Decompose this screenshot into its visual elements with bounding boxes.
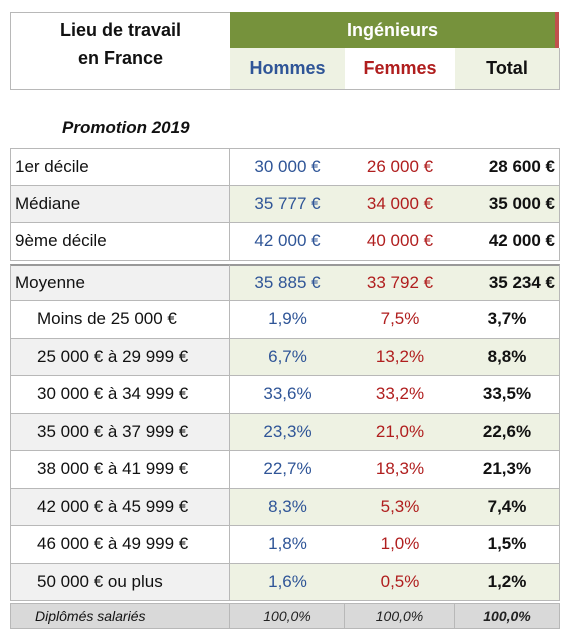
cell-value: 33,5% [455,376,560,414]
row-label: 9ème décile [10,223,230,261]
cell-value: 7,5% [345,301,455,339]
footer-value: 100,0% [230,603,345,629]
cell-value: 8,3% [230,488,345,526]
cell-value: 26 000 € [345,148,455,186]
row-label: 38 000 € à 41 999 € [10,451,230,489]
cell-value: 1,6% [230,563,345,601]
column-header: Hommes [230,48,345,90]
cell-value: 3,7% [455,301,560,339]
row-label: Moins de 25 000 € [10,301,230,339]
cell-value: 33,6% [230,376,345,414]
row-label: 42 000 € à 45 999 € [10,488,230,526]
cell-value: 1,5% [455,526,560,564]
cell-value: 1,8% [230,526,345,564]
row-label: 1er décile [10,148,230,186]
cell-value: 30 000 € [230,148,345,186]
cell-value: 21,0% [345,413,455,451]
column-header: Femmes [345,48,455,90]
cell-value: 18,3% [345,451,455,489]
group-header: Ingénieurs [230,12,555,48]
row-label: Médiane [10,185,230,223]
footer-value: 100,0% [455,603,560,629]
footer-label: Diplômés salariés [10,603,230,629]
place-header-line-1: Lieu de travail [10,12,230,48]
cell-value: 1,2% [455,563,560,601]
cell-value: 5,3% [345,488,455,526]
cell-value: 42 000 € [455,223,560,261]
cell-value: 21,3% [455,451,560,489]
cell-value: 8,8% [455,338,560,376]
cell-value: 33 792 € [345,263,455,301]
cell-value: 23,3% [230,413,345,451]
footer-value: 100,0% [345,603,455,629]
subtitle: Promotion 2019 [62,118,190,137]
row-label: 50 000 € ou plus [10,563,230,601]
cell-value: 42 000 € [230,223,345,261]
cell-value: 35 000 € [455,185,560,223]
cell-value: 6,7% [230,338,345,376]
row-label: Moyenne [10,263,230,301]
cell-value: 28 600 € [455,148,560,186]
group-edge [555,12,559,48]
cell-value: 35 777 € [230,185,345,223]
cell-value: 33,2% [345,376,455,414]
cell-value: 22,6% [455,413,560,451]
row-label: 30 000 € à 34 999 € [10,376,230,414]
cell-value: 35 234 € [455,263,560,301]
row-label: 25 000 € à 29 999 € [10,338,230,376]
row-label: 35 000 € à 37 999 € [10,413,230,451]
cell-value: 7,4% [455,488,560,526]
cell-value: 1,0% [345,526,455,564]
cell-value: 35 885 € [230,263,345,301]
cell-value: 22,7% [230,451,345,489]
cell-value: 34 000 € [345,185,455,223]
cell-value: 40 000 € [345,223,455,261]
row-label: 46 000 € à 49 999 € [10,526,230,564]
column-header: Total [455,48,560,90]
cell-value: 13,2% [345,338,455,376]
cell-value: 0,5% [345,563,455,601]
cell-value: 1,9% [230,301,345,339]
place-header-line-2: en France [10,48,230,90]
